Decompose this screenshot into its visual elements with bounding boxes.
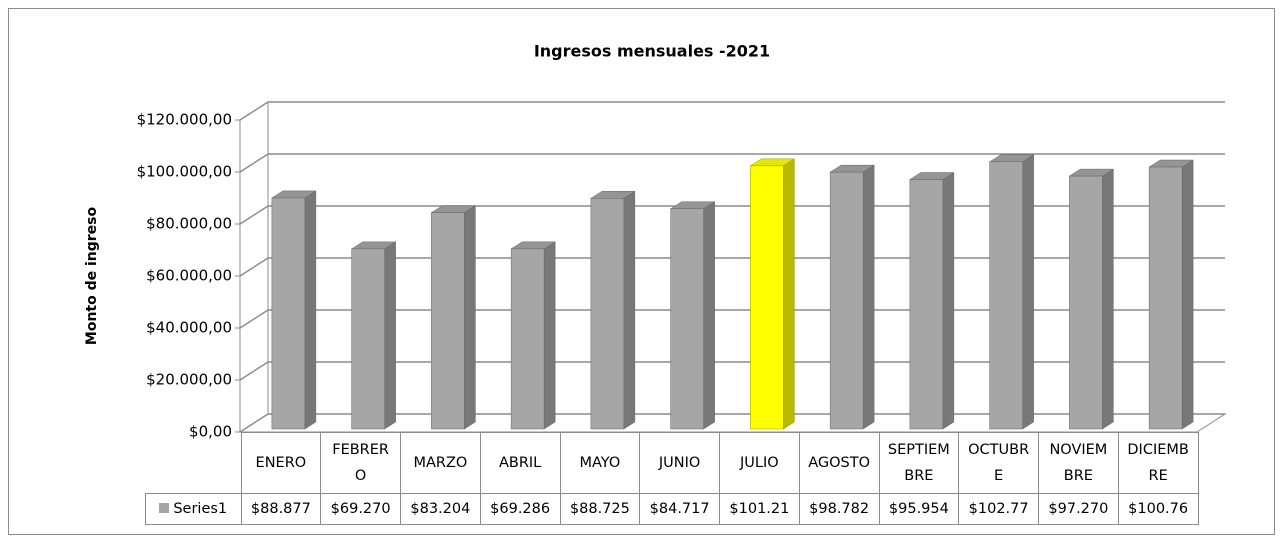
category-label: AGOSTO bbox=[808, 455, 871, 471]
category-label: ABRIL bbox=[498, 455, 542, 471]
y-tick-label: $80.000,00 bbox=[146, 215, 232, 233]
value-cell: $95.954 bbox=[878, 493, 960, 525]
y-tick-label: $120.000,00 bbox=[137, 111, 232, 129]
bar-side bbox=[384, 241, 396, 430]
bar-side bbox=[1022, 154, 1034, 430]
value-cell: $69.286 bbox=[479, 493, 561, 525]
bar-side bbox=[862, 164, 875, 430]
grid-line bbox=[239, 257, 1225, 277]
category-cell: JUNIO bbox=[639, 432, 720, 494]
bar-side bbox=[543, 241, 556, 430]
grid-line bbox=[239, 101, 1225, 121]
series-row: Series1 $88.877 $69.270 $83.204 $69.286 $88.7… bbox=[145, 493, 1199, 525]
empty-cell bbox=[145, 432, 242, 494]
category-label: OCTUBRE bbox=[968, 442, 1030, 484]
category-row: ENERO FEBRERO MARZO ABRIL MAYO JUNIO JULIO AGOS… bbox=[145, 432, 1199, 494]
y-tick-label: $20.000,00 bbox=[146, 371, 232, 389]
category-label: NOVIEMBRE bbox=[1049, 442, 1108, 484]
bar bbox=[351, 248, 385, 430]
category-cell: AGOSTO bbox=[798, 432, 880, 494]
bar bbox=[989, 161, 1023, 430]
category-cell: ENERO bbox=[240, 432, 322, 494]
category-label: JULIO bbox=[740, 455, 779, 471]
category-cell: ABRIL bbox=[479, 432, 561, 494]
bar bbox=[510, 248, 545, 430]
bar bbox=[431, 212, 465, 430]
category-cell: SEPTIEMBRE bbox=[878, 432, 960, 494]
bar-side bbox=[1102, 168, 1114, 430]
grid-line bbox=[239, 153, 1225, 173]
value-cell: $97.270 bbox=[1038, 493, 1119, 525]
grid-line bbox=[239, 309, 1225, 329]
legend-label: Series1 bbox=[173, 501, 228, 517]
bar bbox=[590, 198, 625, 430]
category-label: MARZO bbox=[413, 455, 468, 471]
value-cell: $69.270 bbox=[320, 493, 401, 525]
bar bbox=[1148, 166, 1183, 430]
category-cell: FEBRERO bbox=[320, 432, 401, 494]
category-cell: NOVIEMBRE bbox=[1038, 432, 1119, 494]
bar bbox=[670, 208, 704, 430]
bar bbox=[271, 197, 306, 430]
bar bbox=[750, 165, 784, 430]
value-cell: $101.21 bbox=[719, 493, 800, 525]
value-cell: $88.877 bbox=[240, 493, 322, 525]
chart-title: Ingresos mensuales -2021 bbox=[534, 42, 770, 61]
category-label: DICIEMBRE bbox=[1127, 442, 1189, 484]
bar-side bbox=[783, 158, 795, 430]
bar bbox=[909, 179, 944, 430]
bar-side bbox=[623, 190, 636, 430]
y-tick-label: $100.000,00 bbox=[137, 163, 232, 181]
category-label: FEBRERO bbox=[332, 442, 389, 484]
category-cell: MARZO bbox=[400, 432, 481, 494]
value-cell: $100.76 bbox=[1117, 493, 1199, 525]
bar-side bbox=[464, 205, 476, 430]
grid-line bbox=[239, 205, 1225, 225]
value-cell: $102.77 bbox=[958, 493, 1039, 525]
category-label: MAYO bbox=[579, 455, 621, 471]
data-table: ENERO FEBRERO MARZO ABRIL MAYO JUNIO JULIO AGOS… bbox=[145, 432, 1199, 525]
category-label: ENERO bbox=[255, 455, 307, 471]
bar-side bbox=[703, 201, 715, 430]
y-axis-label: Monto de ingreso bbox=[84, 207, 100, 346]
category-cell: DICIEMBRE bbox=[1117, 432, 1199, 494]
bar bbox=[829, 171, 864, 430]
category-cell: JULIO bbox=[719, 432, 800, 494]
value-cell: $84.717 bbox=[639, 493, 720, 525]
category-cell: OCTUBRE bbox=[958, 432, 1039, 494]
y-tick-label: $60.000,00 bbox=[146, 267, 232, 285]
value-cell: $88.725 bbox=[559, 493, 641, 525]
value-cell: $83.204 bbox=[400, 493, 481, 525]
category-label: SEPTIEMBRE bbox=[887, 442, 950, 484]
value-cell: $98.782 bbox=[798, 493, 880, 525]
legend-cell: Series1 bbox=[145, 493, 242, 525]
bar bbox=[1069, 175, 1103, 430]
category-label: JUNIO bbox=[658, 455, 701, 471]
legend-swatch bbox=[159, 503, 170, 513]
y-tick-label: $40.000,00 bbox=[146, 319, 232, 337]
bar-side bbox=[1181, 159, 1194, 430]
grid-line bbox=[239, 361, 1225, 381]
category-cell: MAYO bbox=[559, 432, 641, 494]
bar-side bbox=[304, 190, 317, 430]
bar-side bbox=[942, 172, 955, 430]
grid-line bbox=[239, 413, 1225, 433]
